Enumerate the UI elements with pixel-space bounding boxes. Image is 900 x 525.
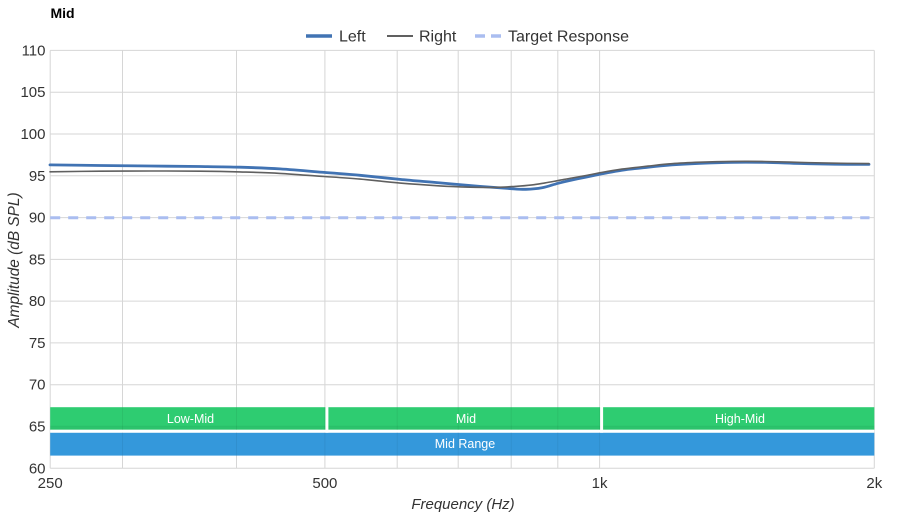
svg-text:105: 105 [20,84,45,101]
svg-text:Mid Range: Mid Range [435,437,495,451]
svg-text:95: 95 [29,168,46,185]
svg-text:Mid: Mid [51,5,75,21]
svg-text:Left: Left [339,29,366,46]
svg-text:Target Response: Target Response [508,29,629,46]
svg-text:Low-Mid: Low-Mid [167,412,214,426]
svg-text:Mid: Mid [456,412,476,426]
svg-text:60: 60 [29,460,46,477]
svg-text:70: 70 [29,377,46,394]
svg-text:80: 80 [29,293,46,310]
svg-text:90: 90 [29,210,46,227]
svg-text:High-Mid: High-Mid [715,412,765,426]
svg-text:2k: 2k [866,475,882,492]
svg-text:75: 75 [29,335,46,352]
svg-text:500: 500 [312,475,337,492]
svg-text:65: 65 [29,419,46,436]
svg-text:1k: 1k [592,475,608,492]
svg-text:Frequency (Hz): Frequency (Hz) [411,496,514,513]
svg-text:250: 250 [38,475,63,492]
svg-text:110: 110 [22,42,46,59]
svg-text:85: 85 [29,251,46,268]
svg-text:Amplitude (dB SPL): Amplitude (dB SPL) [6,192,23,328]
svg-text:Right: Right [419,29,457,46]
svg-text:100: 100 [20,126,45,143]
